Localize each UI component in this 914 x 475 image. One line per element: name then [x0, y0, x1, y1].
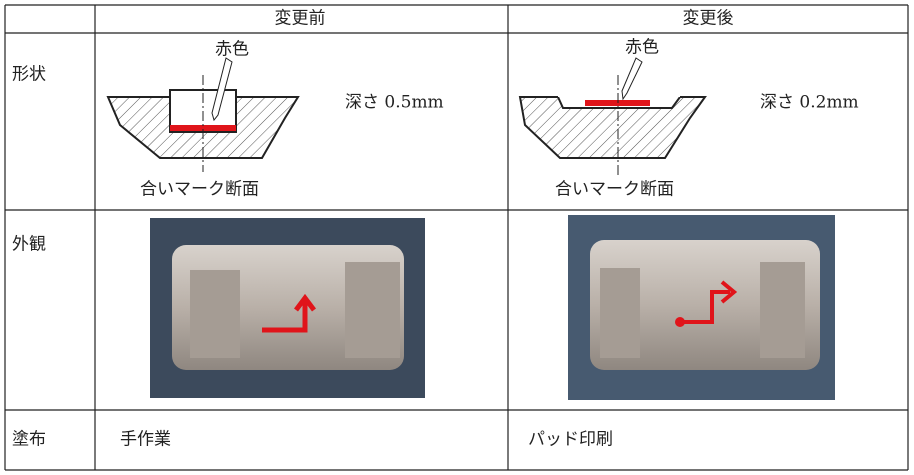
photo-after [568, 215, 835, 400]
cross-section-after [518, 57, 707, 175]
caption: 合いマーク断面 [555, 180, 674, 200]
callout: 赤色 [625, 38, 659, 58]
depth: 深さ 0.2mm [760, 93, 859, 113]
caption: 合いマーク断面 [140, 180, 259, 200]
header-before: 変更前 [275, 9, 326, 29]
cell-text: 手作業 [120, 430, 171, 450]
table-grid [4, 4, 909, 471]
row-label: 外観 [12, 235, 46, 255]
depth: 深さ 0.5mm [345, 93, 444, 113]
photo-before [150, 218, 425, 398]
cross-section-before [106, 57, 300, 172]
callout: 赤色 [215, 40, 249, 60]
header-after: 変更後 [683, 9, 734, 29]
row-label: 形状 [12, 65, 46, 85]
cell-text: パッド印刷 [528, 430, 613, 450]
row-label: 塗布 [12, 429, 46, 450]
